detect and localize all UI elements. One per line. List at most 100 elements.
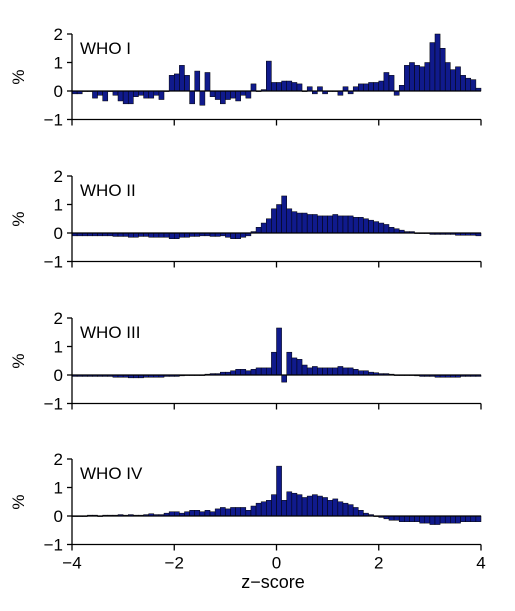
bar — [470, 515, 477, 522]
bar — [276, 465, 282, 517]
bar — [271, 494, 277, 517]
bar — [286, 351, 293, 376]
bar — [429, 42, 436, 92]
y-axis-label: % — [9, 353, 28, 368]
bar — [429, 515, 436, 525]
bar — [209, 90, 216, 97]
bar — [301, 497, 308, 517]
bar — [250, 369, 257, 376]
bar — [342, 367, 349, 376]
x-tick-label: −4 — [62, 554, 81, 573]
y-tick-label: −1 — [44, 111, 63, 130]
bar — [409, 62, 415, 92]
bar — [245, 90, 252, 99]
y-axis-label: % — [9, 211, 28, 226]
bar — [404, 65, 410, 92]
bar — [291, 357, 298, 376]
x-tick-label: −2 — [165, 554, 184, 573]
bar — [383, 224, 390, 234]
bar — [322, 367, 328, 376]
bar — [450, 515, 456, 524]
bar — [434, 33, 441, 92]
bar — [266, 500, 272, 517]
bar — [260, 501, 267, 517]
bar — [378, 222, 385, 234]
bar — [250, 505, 257, 517]
y-tick-label: 0 — [54, 507, 63, 526]
bar — [245, 510, 252, 517]
bar — [235, 90, 241, 102]
bar — [286, 80, 293, 92]
bar — [312, 214, 318, 234]
bar — [199, 90, 206, 106]
bar — [419, 515, 426, 524]
y-tick-label: 1 — [54, 479, 63, 498]
bar — [204, 72, 211, 92]
bar — [444, 62, 451, 92]
bar — [184, 75, 190, 92]
bar — [189, 90, 195, 105]
bar — [327, 500, 333, 517]
bar — [214, 508, 221, 517]
bar — [332, 367, 339, 376]
bar — [434, 515, 441, 525]
bar — [347, 367, 354, 376]
y-tick-label: 1 — [54, 196, 63, 215]
bar — [281, 80, 287, 92]
bar — [189, 510, 195, 517]
bar — [271, 82, 277, 92]
bar — [276, 327, 282, 376]
x-axis-label: z−score — [241, 572, 305, 592]
panel-title: WHO I — [80, 39, 131, 58]
bar — [230, 90, 236, 99]
x-tick-label: 2 — [374, 554, 383, 573]
bar — [301, 364, 308, 376]
bar — [204, 510, 211, 517]
bar — [214, 90, 221, 100]
bar — [352, 369, 359, 376]
bar — [296, 359, 303, 376]
bar — [291, 492, 298, 517]
bar — [424, 62, 431, 92]
bar — [337, 215, 344, 234]
bar — [235, 232, 241, 239]
bar — [337, 501, 344, 517]
bar — [332, 498, 339, 517]
bar — [373, 221, 380, 234]
panel-title: WHO IV — [80, 464, 143, 483]
bar — [312, 366, 318, 376]
bar — [225, 90, 231, 100]
bar — [271, 351, 277, 376]
bar — [306, 495, 313, 517]
bar — [347, 215, 354, 234]
bar — [450, 69, 456, 92]
bar — [409, 515, 415, 522]
bar — [419, 66, 426, 92]
bar — [174, 232, 180, 239]
bar — [194, 510, 201, 517]
bar — [368, 82, 374, 92]
bar — [398, 515, 405, 522]
bar — [122, 90, 129, 105]
bar — [460, 515, 466, 522]
bar — [368, 219, 374, 234]
bar — [276, 82, 282, 92]
x-tick-label: 4 — [476, 554, 485, 573]
bar — [235, 369, 241, 376]
bar — [127, 90, 134, 105]
panel-4: −1 0 1 2 −4 −2 0 2 4 WHO IV% — [9, 450, 486, 573]
bar — [158, 90, 165, 100]
bar — [260, 222, 267, 234]
bar — [342, 502, 349, 517]
bar — [373, 82, 380, 92]
y-tick-label: 2 — [54, 25, 63, 44]
bar — [230, 232, 236, 239]
y-tick-label: −1 — [44, 395, 63, 414]
bar — [327, 215, 333, 234]
y-axis-label: % — [9, 494, 28, 509]
bar — [347, 504, 354, 517]
bar — [296, 212, 303, 234]
bar — [378, 80, 385, 92]
bar — [322, 497, 328, 517]
panel-1: −1 0 1 2 WHO I% — [9, 25, 482, 130]
